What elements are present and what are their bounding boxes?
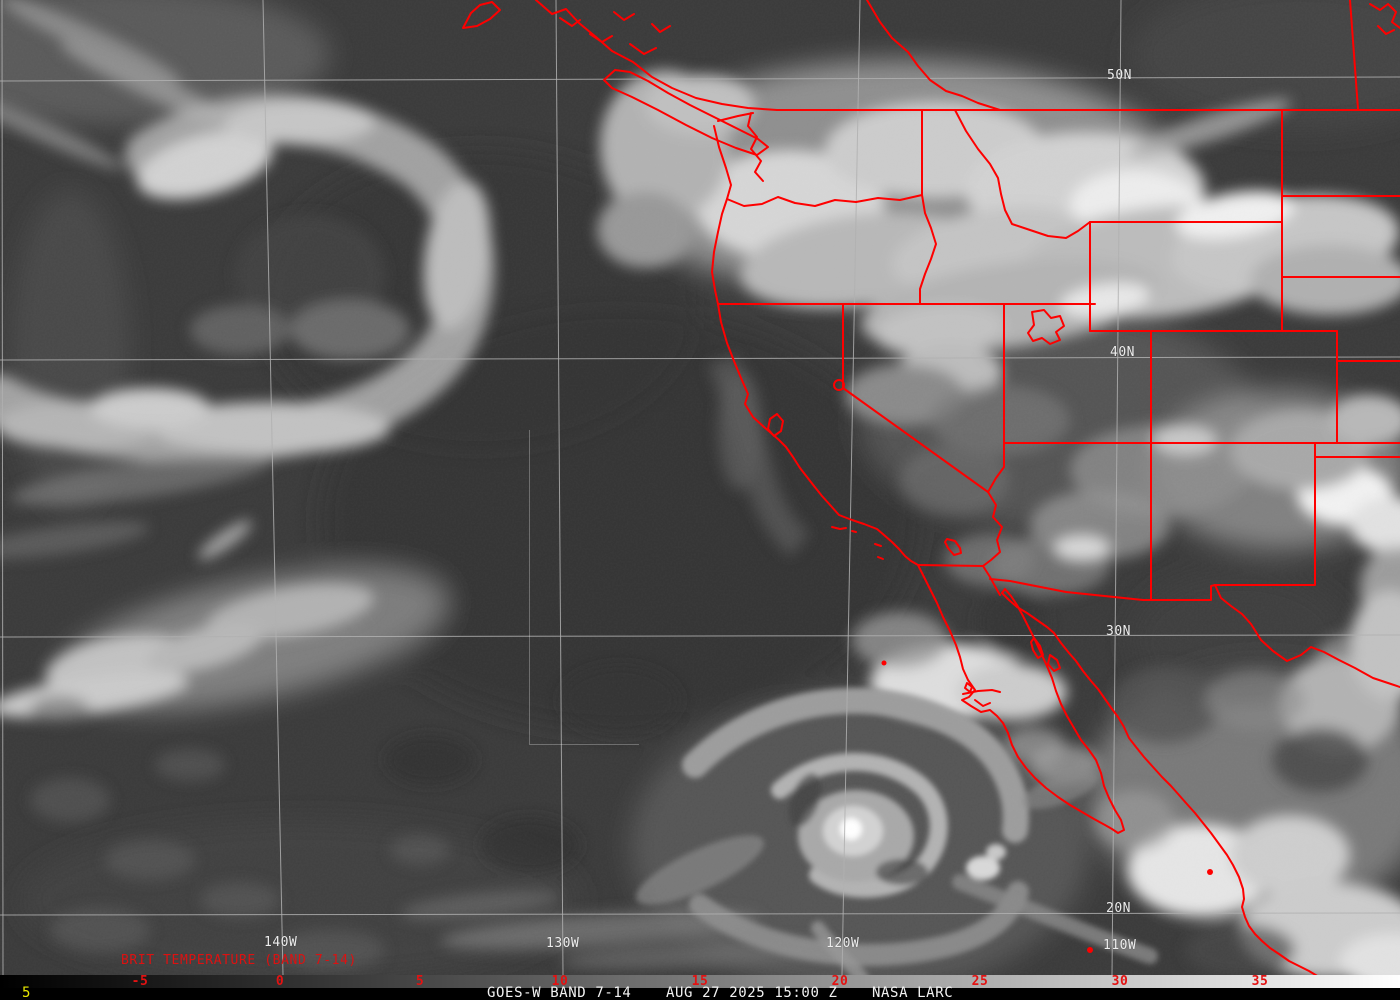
- gridline-40n: [0, 356, 1400, 361]
- border-bc-alberta: [866, 0, 1001, 111]
- coast-puget-sound: [717, 112, 764, 182]
- gridline-140w: [262, 0, 284, 975]
- coast-mexico-mainland: [1001, 592, 1318, 975]
- colorbar-tick: 35: [1251, 974, 1269, 989]
- gulf-islands: [1030, 637, 1061, 672]
- product-name: GOES-W BAND 7-14: [487, 985, 632, 1000]
- coast-vancouver-island: [603, 69, 769, 156]
- colorbar-tick: 25: [971, 974, 989, 989]
- latlon-gridlines: [0, 0, 1400, 975]
- coast-bc-islands: [559, 11, 671, 55]
- lake-tahoe: [833, 379, 845, 391]
- border-az-nm-mexico: [989, 578, 1216, 601]
- gridline-20n: [0, 912, 1400, 916]
- scan-seam-vertical: [529, 430, 530, 744]
- colorbar-title: BRIT TEMPERATURE (BAND 7-14): [121, 953, 357, 968]
- colorbar-tick: 20: [831, 974, 849, 989]
- label-lon-110w: 110W: [1103, 938, 1137, 953]
- label-lat-40n: 40N: [1110, 345, 1135, 360]
- coast-bc-mainland: [535, 0, 778, 111]
- label-lon-120w: 120W: [826, 936, 860, 951]
- label-lon-140w: 140W: [264, 935, 298, 950]
- border-sk-mb: [1349, 0, 1359, 110]
- border-ca-az-river: [982, 491, 1003, 567]
- gridline-50n: [0, 76, 1400, 82]
- border-rio-grande: [1214, 584, 1400, 688]
- border-wa-or-columbia: [726, 194, 923, 207]
- colorbar-tick: -5: [131, 974, 149, 989]
- annotation-bar: 5 GOES-W BAND 7-14 AUG 27 2025 15:00 Z N…: [0, 985, 1400, 1000]
- colorbar-tick: 5: [415, 974, 425, 989]
- coast-haida-gwaii: [462, 1, 501, 29]
- frame-number: 5: [22, 985, 32, 1000]
- satellite-cloud-layer: [0, 0, 1400, 975]
- gridline-110w: [1111, 0, 1122, 975]
- image-noise: [0, 0, 1400, 975]
- colorado-river-delta: [982, 565, 1001, 596]
- label-lat-20n: 20N: [1106, 901, 1131, 916]
- gridline-30n: [0, 634, 1400, 638]
- cedros-island: [964, 682, 973, 693]
- salton-sea: [944, 538, 962, 556]
- border-or-id-snake: [919, 194, 937, 305]
- coast-baja-california: [917, 564, 1125, 834]
- colorbar-tick: 10: [551, 974, 569, 989]
- border-ca-mexico: [917, 564, 984, 567]
- island-marker-socorro: [1087, 947, 1093, 953]
- lakes-manitoba: [1369, 3, 1400, 35]
- label-lon-130w: 130W: [546, 936, 580, 951]
- border-nv-az-river: [987, 442, 1005, 493]
- coast-sf-bay: [767, 413, 784, 437]
- scan-seam-horizontal: [529, 744, 639, 745]
- channel-islands: [831, 526, 884, 560]
- temperature-colorbar: [0, 975, 1400, 988]
- image-timestamp: AUG 27 2025 15:00 Z: [666, 985, 838, 1000]
- lake-great-salt: [1027, 309, 1065, 345]
- satellite-map: 50N 40N 30N 20N 140W 130W 120W 110W: [0, 0, 1400, 975]
- island-marker-islas-marias: [1207, 869, 1213, 875]
- border-ca-nv: [842, 303, 989, 493]
- gridline-130w: [555, 0, 564, 975]
- border-nm-tx-103w: [1214, 442, 1316, 586]
- border-id-mt: [954, 109, 1091, 239]
- map-border-overlay: [462, 0, 1400, 975]
- colorbar-tick: 0: [275, 974, 285, 989]
- gridline-150w: [1, 0, 4, 975]
- colorbar-tick: 15: [691, 974, 709, 989]
- colorbar-tick: 30: [1111, 974, 1129, 989]
- credit-text: NASA LARC: [872, 985, 954, 1000]
- island-marker-guadalupe: [881, 660, 887, 666]
- label-lat-50n: 50N: [1107, 68, 1132, 83]
- coast-pacific-us: [711, 125, 919, 566]
- gridline-120w: [841, 0, 861, 975]
- label-lat-30n: 30N: [1106, 624, 1131, 639]
